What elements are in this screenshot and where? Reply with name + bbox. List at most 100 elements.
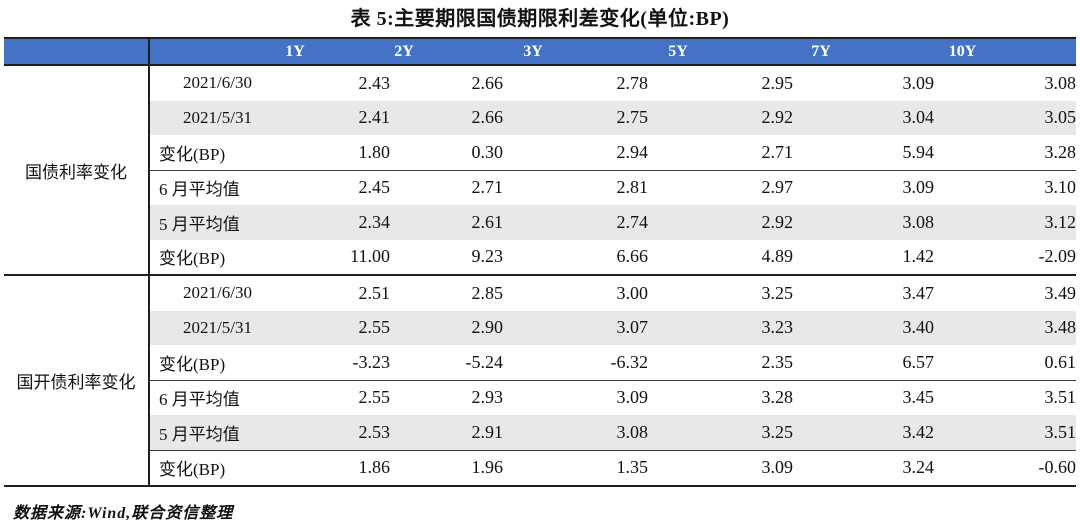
value-cell: 3.51 [934, 415, 1076, 451]
value-cell: 3.08 [793, 205, 934, 240]
table-row: 6 月平均值 2.55 2.93 3.09 3.28 3.45 3.51 [4, 380, 1076, 415]
column-header: 10Y [934, 37, 1076, 66]
value-cell: 3.51 [1044, 387, 1077, 408]
value-cell: 0.30 [390, 135, 503, 171]
column-header: 1Y [285, 37, 390, 66]
value-cell: 3.49 [1044, 282, 1077, 303]
column-header: 2Y [390, 37, 503, 66]
value-cell: 2.66 [390, 100, 503, 135]
value-cell: 3.09 [902, 177, 935, 198]
value-cell: 2.43 [358, 72, 391, 93]
value-cell: 2.95 [761, 72, 794, 93]
value-cell: 2.51 [358, 282, 391, 303]
column-header: 3Y [503, 37, 648, 66]
value-cell: 2.97 [761, 177, 794, 198]
column-header: 5Y [648, 37, 793, 66]
row-label: 2021/6/30 [183, 73, 252, 93]
column-header: 7Y [793, 37, 934, 66]
value-cell: 3.10 [1044, 177, 1077, 198]
value-cell: 3.40 [793, 310, 934, 345]
value-cell: 3.09 [648, 450, 793, 487]
value-cell: 6.66 [503, 239, 648, 276]
table-title: 表 5:主要期限国债期限利差变化(单位:BP) [350, 8, 730, 30]
value-cell: -6.32 [503, 345, 648, 381]
value-cell: 1.42 [793, 239, 934, 276]
value-cell: 2.91 [390, 415, 503, 451]
table-body: 国债利率变化 2021/6/30 2.43 2.66 2.78 2.95 3.09 3.08 2… [4, 65, 1077, 487]
value-cell: 2.92 [648, 205, 793, 240]
value-cell: 3.12 [934, 205, 1076, 240]
value-cell: 2.94 [503, 135, 648, 171]
value-cell: 3.42 [793, 415, 934, 451]
row-label: 5 月平均值 [149, 205, 285, 240]
value-cell: 3.47 [902, 282, 935, 303]
value-cell: 2.78 [616, 72, 649, 93]
value-cell: 2.41 [285, 100, 390, 135]
value-cell: 11.00 [285, 239, 390, 276]
row-label: 6 月平均值 [159, 390, 240, 410]
value-cell: 2.74 [503, 205, 648, 240]
value-cell: 3.08 [1044, 72, 1077, 93]
value-cell: 3.07 [503, 310, 648, 345]
value-cell: -0.60 [934, 450, 1076, 487]
table-row: 2021/5/31 2.41 2.66 2.75 2.92 3.04 3.05 [4, 100, 1076, 135]
value-cell: 3.25 [761, 282, 794, 303]
value-cell: 2.81 [616, 177, 649, 198]
table-header-row: 1Y 2Y 3Y 5Y 7Y 10Y [4, 37, 1076, 66]
value-cell: 9.23 [390, 239, 503, 276]
value-cell: 3.09 [902, 72, 935, 93]
value-cell: 0.61 [934, 345, 1076, 381]
row-group-label: 国开债利率变化 [4, 275, 150, 487]
table-row: 6 月平均值 2.45 2.71 2.81 2.97 3.09 3.10 [4, 170, 1076, 205]
value-cell: 2.53 [285, 415, 390, 451]
value-cell: 4.89 [648, 239, 793, 276]
value-cell: 1.80 [285, 135, 390, 171]
value-cell: 3.00 [616, 282, 649, 303]
value-cell: -2.09 [934, 239, 1076, 276]
value-cell: 2.55 [285, 310, 390, 345]
value-cell: 2.90 [390, 310, 503, 345]
value-cell: 3.25 [648, 415, 793, 451]
value-cell: 1.96 [390, 450, 503, 487]
table-row: 变化(BP) 11.00 9.23 6.66 4.89 1.42 -2.09 [4, 239, 1076, 276]
table-row: 变化(BP) 1.86 1.96 1.35 3.09 3.24 -0.60 [4, 450, 1076, 487]
value-cell: 3.04 [793, 100, 934, 135]
value-cell: 2.75 [503, 100, 648, 135]
table-row: 变化(BP) -3.23 -5.24 -6.32 2.35 6.57 0.61 [4, 345, 1076, 381]
data-source-note: 数据来源:Wind,联合资信整理 [13, 505, 234, 522]
value-cell: -5.24 [390, 345, 503, 381]
value-cell: 2.93 [471, 387, 504, 408]
spread-table: 1Y 2Y 3Y 5Y 7Y 10Y 国债利率变化 2021/6/30 2.43 2.66 2.7… [4, 37, 1076, 487]
row-label: 变化(BP) [149, 345, 285, 381]
value-cell: 2.71 [471, 177, 504, 198]
value-cell: 2.45 [358, 177, 391, 198]
table-row: 国开债利率变化 2021/6/30 2.51 2.85 3.00 3.25 3.47 3.49 [4, 275, 1077, 487]
value-cell: 6.57 [793, 345, 934, 381]
value-cell: 2.61 [390, 205, 503, 240]
value-cell: 3.08 [503, 415, 648, 451]
value-cell: 1.86 [285, 450, 390, 487]
header-row: 1Y 2Y 3Y 5Y 7Y 10Y [4, 37, 1076, 66]
row-label: 变化(BP) [149, 239, 285, 276]
value-cell: 3.48 [934, 310, 1076, 345]
value-cell: 5.94 [793, 135, 934, 171]
row-label: 变化(BP) [149, 450, 285, 487]
table-row: 2021/5/31 2.55 2.90 3.07 3.23 3.40 3.48 [4, 310, 1076, 345]
value-cell: 2.55 [358, 387, 391, 408]
table-row: 5 月平均值 2.34 2.61 2.74 2.92 3.08 3.12 [4, 205, 1076, 240]
value-cell: -3.23 [285, 345, 390, 381]
table-row: 变化(BP) 1.80 0.30 2.94 2.71 5.94 3.28 [4, 135, 1076, 171]
value-cell: 3.23 [648, 310, 793, 345]
table-row: 5 月平均值 2.53 2.91 3.08 3.25 3.42 3.51 [4, 415, 1076, 451]
row-label: 6 月平均值 [159, 180, 240, 200]
value-cell: 1.35 [503, 450, 648, 487]
value-cell: 3.05 [934, 100, 1076, 135]
value-cell: 3.45 [902, 387, 935, 408]
row-label: 2021/5/31 [149, 100, 285, 135]
row-group-label: 国债利率变化 [4, 65, 150, 276]
blank-header-cell [149, 37, 285, 66]
row-label: 2021/6/30 [183, 283, 252, 303]
value-cell: 3.09 [616, 387, 649, 408]
value-cell: 2.85 [471, 282, 504, 303]
